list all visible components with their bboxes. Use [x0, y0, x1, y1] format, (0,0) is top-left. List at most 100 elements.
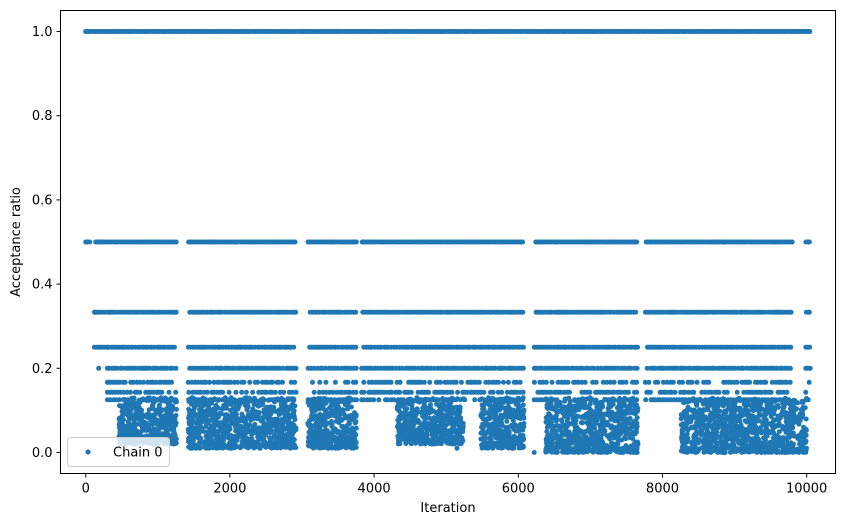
data-point-3398	[262, 444, 268, 450]
data-point-3837	[337, 415, 342, 421]
data-point-3442	[285, 396, 291, 402]
data-point-1818	[706, 379, 712, 385]
data-point-3415	[235, 419, 241, 425]
data-point-1521	[412, 365, 418, 371]
data-point-3452	[245, 444, 251, 450]
data-point-2113	[371, 397, 377, 403]
data-point-4368	[409, 403, 415, 409]
data-point-3425	[279, 399, 285, 405]
data-point-2019	[716, 389, 722, 395]
data-point-1775	[517, 379, 523, 385]
data-point-3467	[244, 425, 250, 431]
data-point-3342	[256, 425, 262, 431]
data-point-1759	[458, 379, 464, 385]
data-point-3434	[222, 403, 228, 409]
data-point-3090	[198, 406, 204, 411]
data-point-4284	[460, 396, 466, 402]
data-point-3122	[201, 429, 207, 434]
data-point-1721	[292, 379, 298, 385]
data-point-4361	[406, 414, 412, 420]
data-point-2662	[167, 406, 173, 412]
data-point-2039	[803, 389, 809, 395]
data-point-1809	[670, 379, 676, 385]
data-point-2034	[768, 389, 774, 395]
data-point-1795	[611, 379, 617, 385]
data-point-1436	[169, 365, 175, 371]
data-point-4319	[439, 405, 445, 411]
data-point-4668	[510, 424, 516, 430]
data-point-3386	[250, 413, 256, 419]
data-point-4671	[479, 414, 485, 420]
data-point-3490	[281, 411, 287, 417]
data-point-1872	[205, 389, 210, 395]
data-point-1865	[173, 389, 179, 395]
data-point-2663	[166, 411, 172, 417]
data-point-1789	[582, 379, 588, 385]
data-point-1604	[634, 365, 640, 371]
data-point-4614	[483, 422, 489, 428]
data-point-1711	[255, 379, 261, 385]
data-point-3310	[186, 406, 192, 412]
data-point-3460	[197, 445, 203, 451]
data-point-4674	[516, 403, 522, 409]
data-point-3388	[197, 439, 203, 445]
data-point-3441	[203, 424, 209, 430]
data-point-3390	[279, 403, 285, 409]
data-point-3186	[267, 438, 273, 444]
data-point-4372	[447, 408, 453, 414]
data-point-1482	[293, 365, 299, 371]
data-point-1527	[428, 365, 434, 371]
data-point-1953	[490, 389, 496, 395]
data-point-3785	[323, 411, 329, 417]
data-point-2038	[784, 389, 790, 395]
data-point-1218	[353, 344, 359, 350]
data-point-1891	[281, 389, 287, 395]
data-point-1101	[788, 309, 794, 315]
data-point-1770	[496, 379, 501, 385]
data-point-4937	[544, 429, 550, 435]
data-point-3471	[285, 417, 291, 422]
data-point-4701	[485, 428, 491, 434]
data-point-1689	[185, 379, 191, 385]
data-point-2021	[724, 389, 730, 395]
data-point-1631	[711, 365, 717, 371]
data-point-3826	[313, 406, 319, 411]
data-point-1889	[272, 389, 278, 395]
data-point-3840	[320, 399, 326, 405]
data-point-4258	[422, 416, 428, 422]
data-point-467	[173, 239, 179, 245]
data-point-1194	[291, 344, 297, 350]
data-point-3484	[291, 396, 296, 402]
data-point-1673	[122, 379, 128, 385]
data-point-1955	[499, 389, 505, 395]
data-point-4953	[610, 396, 616, 402]
data-point-4346	[398, 403, 404, 409]
data-point-2644	[120, 426, 126, 432]
data-point-4694	[487, 413, 493, 419]
data-point-4318	[406, 438, 412, 444]
data-point-4317	[460, 426, 466, 432]
data-point-1784	[565, 379, 571, 385]
data-point-3372	[292, 427, 298, 433]
data-point-1758	[453, 379, 459, 385]
data-point-1780	[549, 379, 555, 385]
data-point-3472	[285, 431, 291, 437]
data-point-4697	[499, 420, 504, 426]
data-point-4360	[426, 426, 432, 432]
data-point-1602	[628, 365, 634, 371]
data-point-3482	[267, 428, 273, 434]
data-point-1584	[579, 365, 585, 371]
data-point-4593	[488, 436, 494, 442]
data-point-4329	[408, 422, 414, 428]
data-point-2648	[159, 422, 165, 427]
data-point-1801	[634, 379, 640, 385]
data-point-1895	[311, 389, 317, 395]
data-point-3852	[322, 431, 328, 436]
data-point-2657	[126, 429, 132, 435]
data-point-417	[807, 29, 813, 34]
data-point-3463	[270, 408, 276, 414]
data-point-4176	[428, 402, 433, 408]
data-point-1727	[345, 379, 351, 385]
data-point-1878	[226, 389, 232, 395]
data-point-3468	[201, 418, 207, 424]
